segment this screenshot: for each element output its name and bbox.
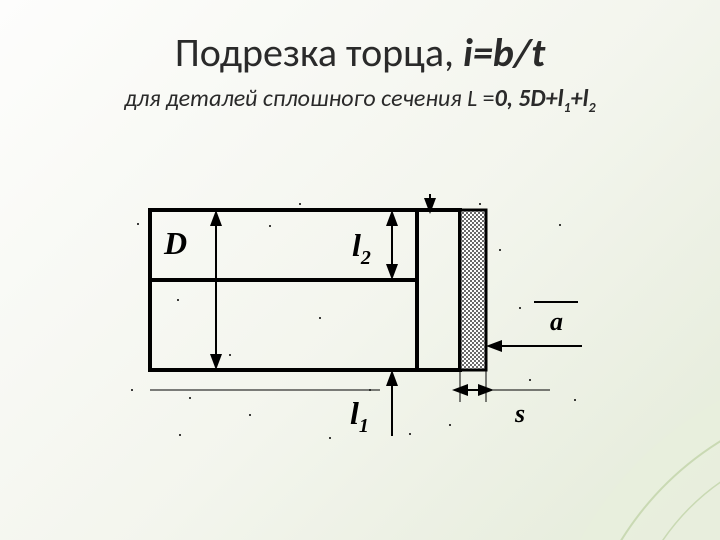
- subtitle-s2: 2: [589, 99, 596, 116]
- slide: Подрезка торца, i=b/t для деталей сплошн…: [0, 0, 720, 540]
- subtitle-d: D+l: [531, 84, 564, 113]
- subtitle-plus: +l: [571, 84, 589, 113]
- subtitle-s1: 1: [564, 99, 571, 116]
- a-label: a: [550, 307, 563, 336]
- subtitle-eq: =: [477, 84, 494, 113]
- page-title: Подрезка торца, i=b/t: [0, 28, 720, 77]
- title-text: Подрезка торца,: [175, 28, 463, 77]
- outer-rect: [150, 210, 460, 370]
- subtitle: для деталей сплошного сечения L =0, 5D+l…: [0, 84, 720, 116]
- hatched-end: [460, 210, 486, 370]
- l2-label: l2: [352, 227, 371, 269]
- l1-label: l1: [350, 395, 369, 437]
- subtitle-pre: для деталей сплошного сечения: [124, 84, 467, 113]
- diagram: D l2 l1 a s: [120, 190, 600, 460]
- subtitle-coef: 0, 5: [495, 84, 531, 113]
- s-label: s: [514, 399, 525, 428]
- title-formula: i=b/t: [463, 28, 545, 77]
- subtitle-L: L: [467, 84, 477, 113]
- d-label: D: [163, 225, 187, 261]
